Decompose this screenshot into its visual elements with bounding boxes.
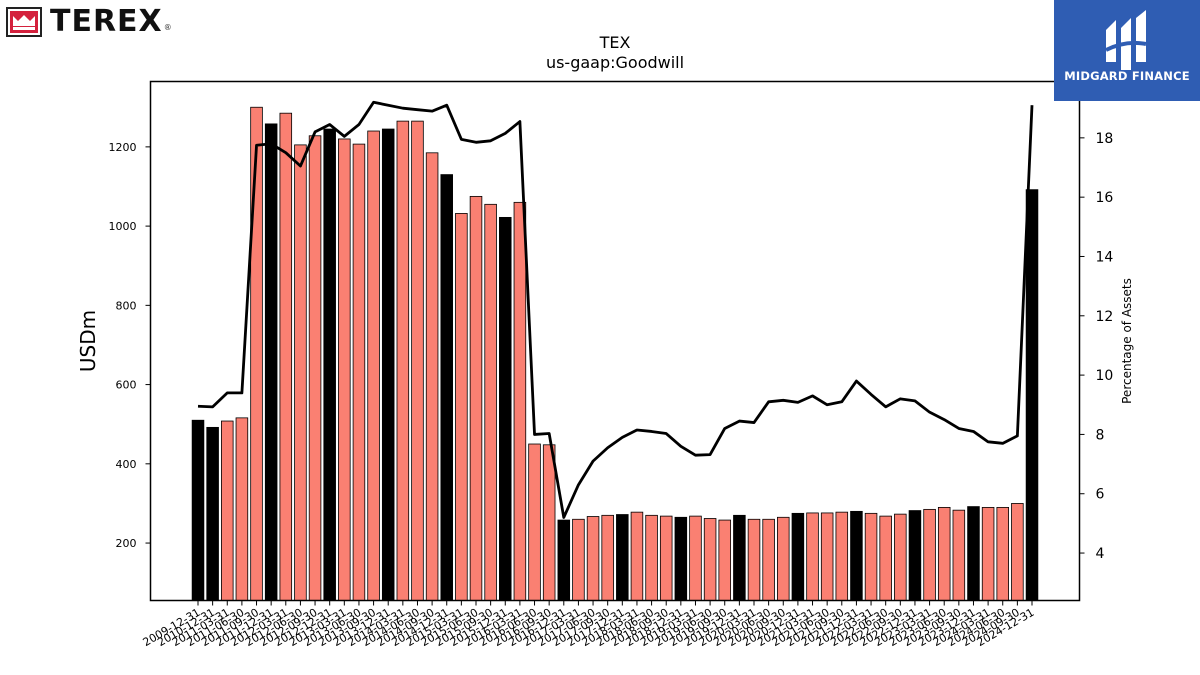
chart-title: TEX xyxy=(599,33,631,52)
y-axis-label: USDm xyxy=(76,310,100,372)
bar xyxy=(616,514,629,601)
bar xyxy=(191,419,205,601)
bar xyxy=(279,112,293,601)
bar xyxy=(630,511,644,601)
midgard-logo: MIDGARD FINANCE xyxy=(1054,0,1200,101)
bar xyxy=(879,515,892,601)
bar xyxy=(513,201,527,601)
bar xyxy=(747,518,761,601)
bar xyxy=(542,444,556,601)
y-tick-label: 400 xyxy=(116,458,137,471)
midgard-mark-icon xyxy=(1105,10,1147,70)
bar xyxy=(923,508,936,601)
bar xyxy=(206,426,219,601)
bar xyxy=(381,128,395,601)
bar xyxy=(791,512,805,601)
bar xyxy=(264,123,278,601)
bar xyxy=(586,516,600,601)
brand-name: TEREX xyxy=(50,4,163,39)
y-tick-label: 1000 xyxy=(109,220,137,233)
bar xyxy=(864,512,878,601)
bar xyxy=(338,138,351,601)
chart-subtitle: us-gaap:Goodwill xyxy=(546,53,684,72)
bar xyxy=(367,130,380,601)
bar xyxy=(411,120,424,601)
y-axis-ticks: 200 400 600 800 1000 1200 xyxy=(109,141,151,550)
x-axis-ticks: 2009-12-312010-12-312011-03-312011-06-30… xyxy=(141,600,1037,649)
y2-axis-label: Percentage of Assets xyxy=(1120,278,1134,404)
bar xyxy=(352,143,366,601)
bar xyxy=(528,443,541,601)
y2-tick-label: 14 xyxy=(1096,249,1114,265)
plot-frame xyxy=(149,80,1081,602)
bar xyxy=(572,518,585,601)
bar xyxy=(952,509,966,601)
bar xyxy=(425,152,439,601)
bar xyxy=(937,506,951,601)
y2-tick-label: 10 xyxy=(1096,368,1114,384)
bar xyxy=(908,510,922,601)
bar xyxy=(894,513,907,601)
bar xyxy=(308,135,322,601)
bar xyxy=(1011,503,1024,601)
bar xyxy=(718,519,731,601)
bar xyxy=(703,518,717,601)
bar xyxy=(659,515,673,601)
brand-reg-mark: ® xyxy=(163,23,172,32)
bar xyxy=(221,420,234,601)
y-tick-label: 800 xyxy=(116,299,137,312)
y-tick-label: 200 xyxy=(116,537,137,550)
bar xyxy=(440,174,453,601)
bar xyxy=(235,417,249,601)
y-tick-label: 600 xyxy=(116,379,137,392)
bar xyxy=(689,515,702,601)
bar xyxy=(323,128,336,601)
bar xyxy=(835,511,849,601)
percentage-line xyxy=(197,100,1034,519)
bar xyxy=(469,195,483,601)
bar xyxy=(645,514,658,601)
bar xyxy=(981,506,995,601)
bar xyxy=(674,516,688,601)
y2-axis-ticks: 4 6 8 10 12 14 16 18 xyxy=(1079,131,1114,562)
bar xyxy=(762,518,775,601)
bar xyxy=(601,514,614,601)
bar xyxy=(250,106,263,601)
terex-logo: TEREX ® xyxy=(6,6,172,38)
bar xyxy=(455,213,468,601)
bar xyxy=(294,144,307,601)
bar xyxy=(557,519,571,601)
bar xyxy=(806,512,819,601)
line-group xyxy=(197,100,1034,519)
bar xyxy=(499,216,512,601)
midgard-name: MIDGARD FINANCE xyxy=(1064,69,1190,83)
y2-tick-label: 8 xyxy=(1096,427,1105,443)
bar xyxy=(733,514,746,601)
bar xyxy=(967,506,980,601)
bar xyxy=(1025,189,1039,601)
bar xyxy=(820,512,834,601)
y2-tick-label: 18 xyxy=(1096,131,1114,147)
y2-tick-label: 4 xyxy=(1096,546,1105,562)
bar xyxy=(850,510,863,601)
y-tick-label: 1200 xyxy=(109,141,137,154)
y2-tick-label: 6 xyxy=(1096,487,1105,503)
bars-group xyxy=(191,106,1039,601)
y2-tick-label: 16 xyxy=(1096,190,1114,206)
bar xyxy=(777,516,790,601)
bar xyxy=(396,120,410,601)
y2-tick-label: 12 xyxy=(1096,309,1114,325)
terex-crown-icon xyxy=(6,7,42,37)
bar xyxy=(484,203,497,601)
bar xyxy=(996,506,1009,601)
